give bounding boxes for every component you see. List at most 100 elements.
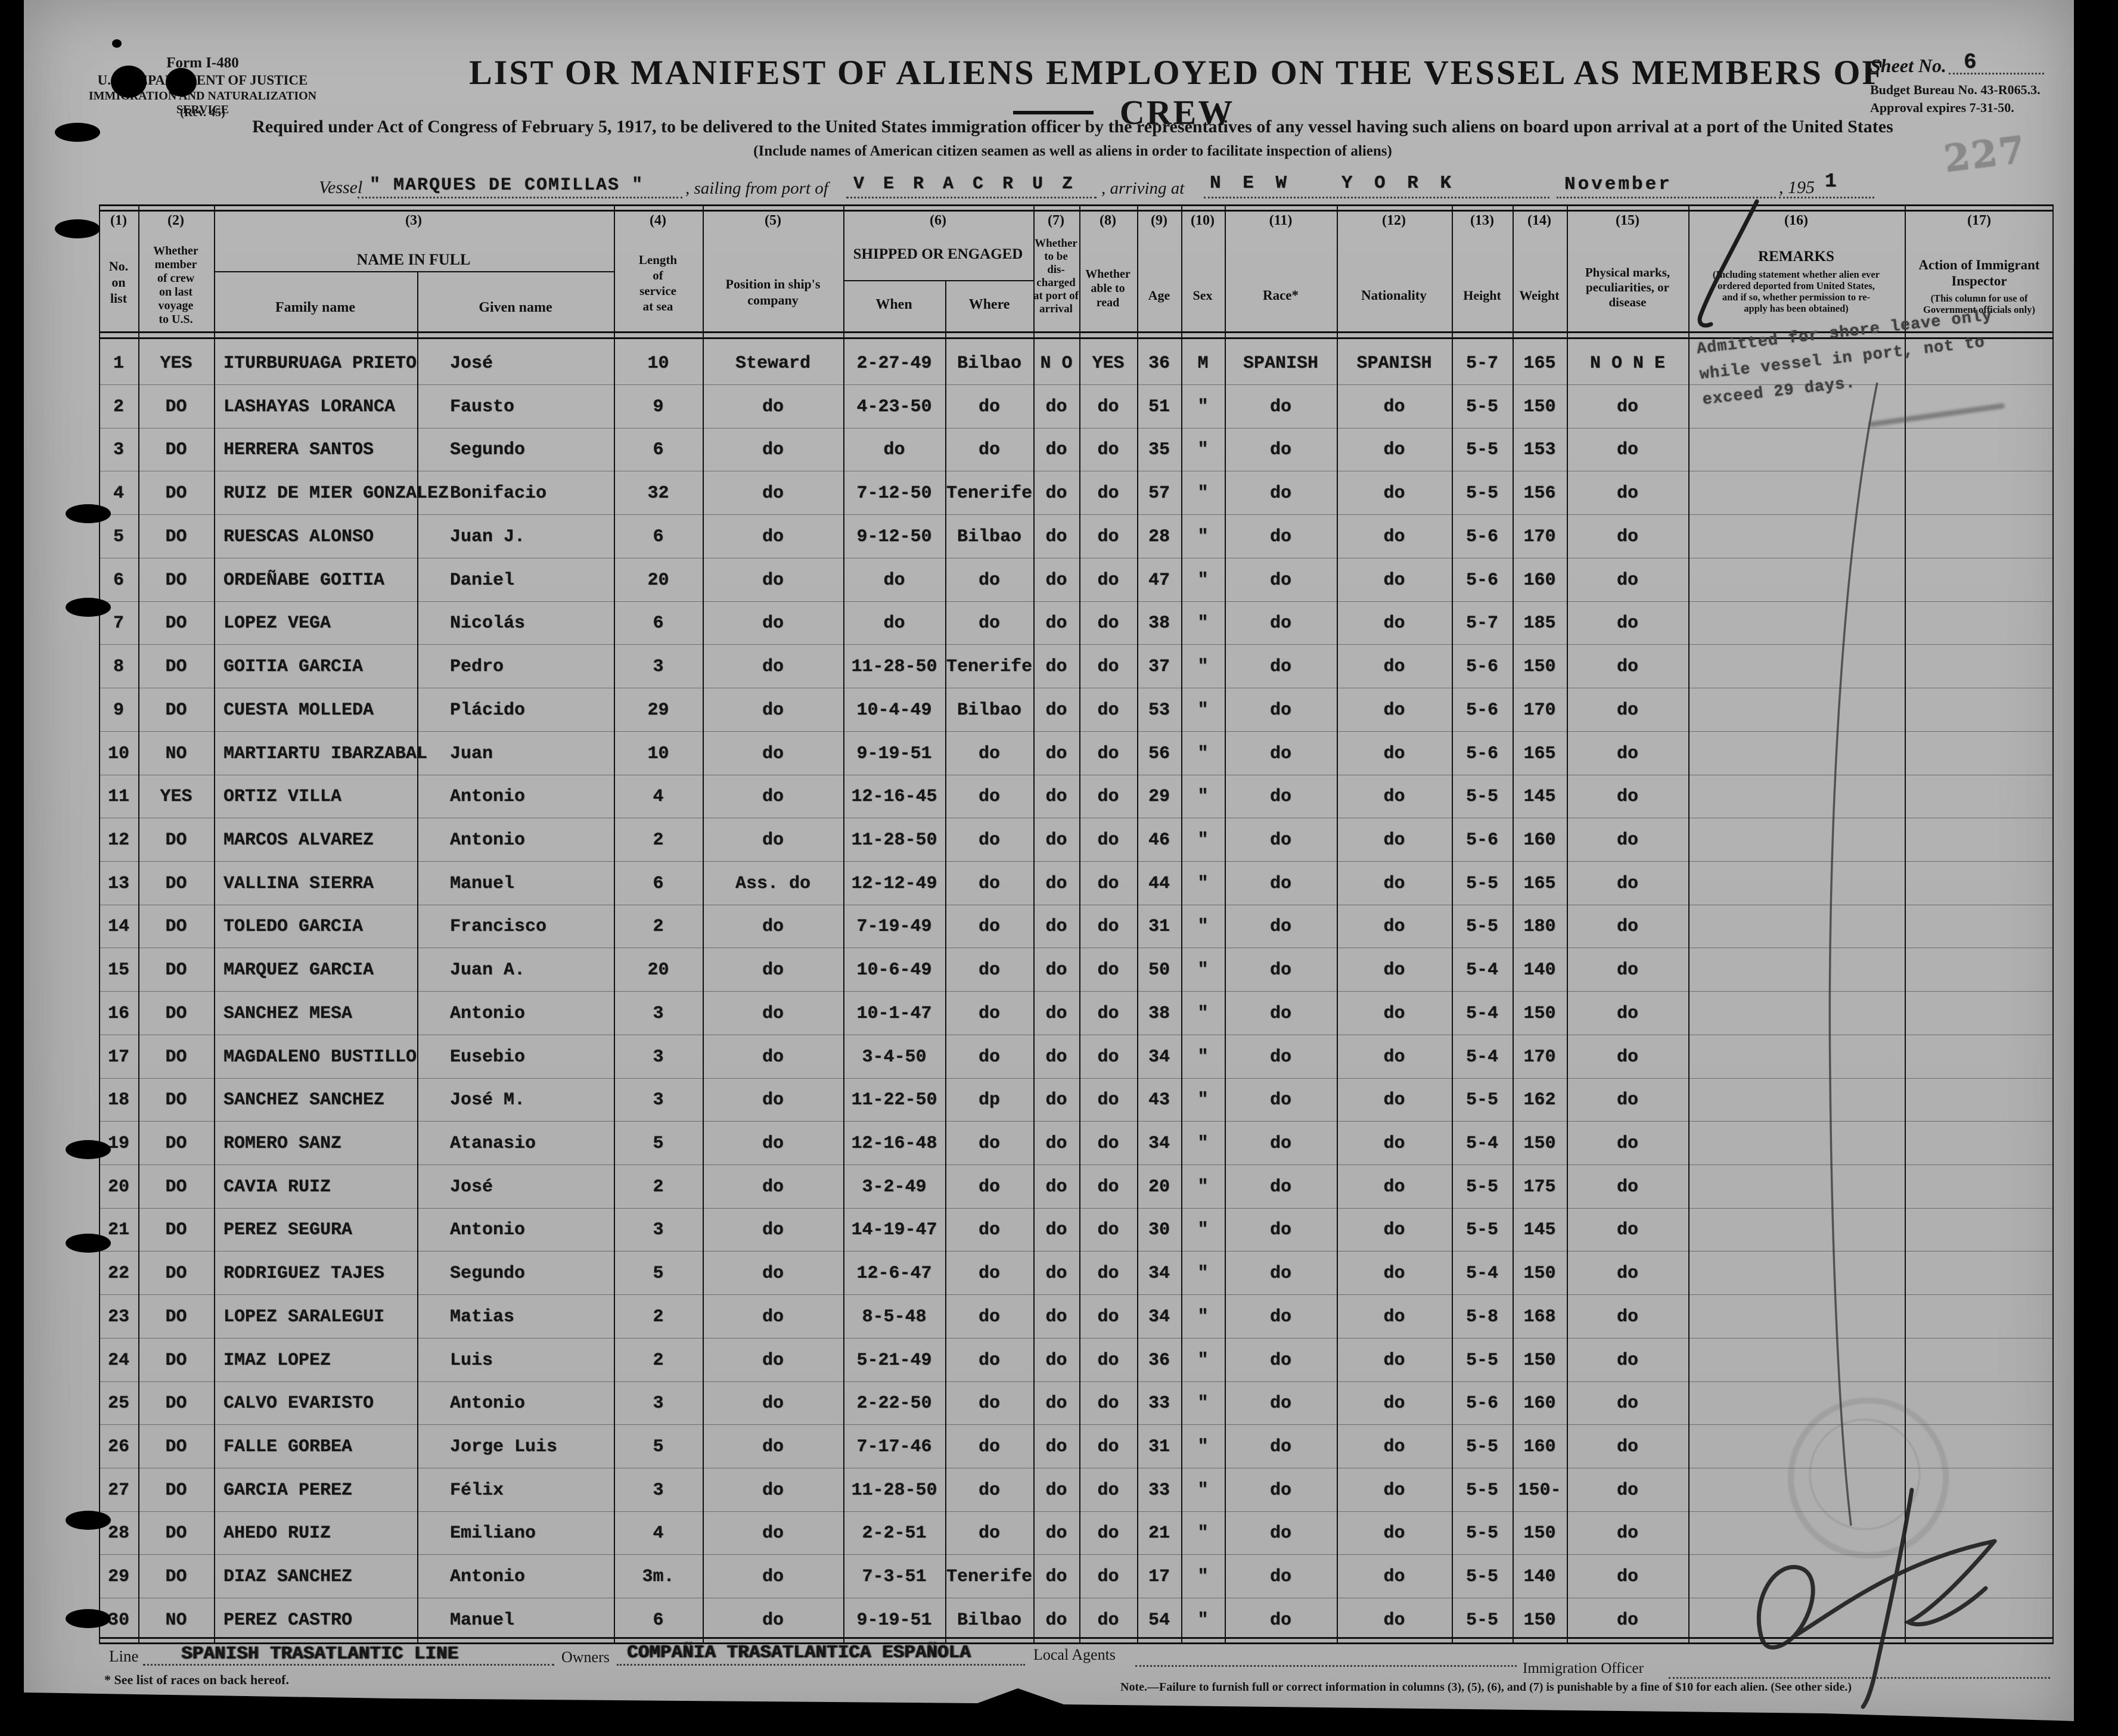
cell-member: YES xyxy=(160,353,192,374)
cell-marks: do xyxy=(1616,1046,1638,1067)
cell-where: do xyxy=(978,1350,1000,1371)
col-header-shipped: SHIPPED OR ENGAGED xyxy=(853,246,1023,262)
row-separator xyxy=(99,384,2054,385)
cell-family-name: PEREZ CASTRO xyxy=(223,1610,353,1631)
cell-nationality: SPANISH xyxy=(1356,353,1432,374)
cell-race: SPANISH xyxy=(1243,353,1319,374)
col-header-name-in-full: NAME IN FULL xyxy=(356,251,471,268)
cell-weight: 150 xyxy=(1523,1610,1556,1631)
cell-discharged: do xyxy=(1045,960,1067,981)
sheet-no-rule xyxy=(1949,73,2044,74)
cell-where: Tenerife xyxy=(946,1567,1033,1588)
cell-age: 34 xyxy=(1148,1133,1170,1154)
cell-sex: " xyxy=(1197,1437,1209,1457)
cell-given-name: Antonio xyxy=(450,787,526,808)
cell-member: DO xyxy=(165,700,187,721)
cell-sex: " xyxy=(1197,396,1209,417)
cell-discharged: do xyxy=(1045,1393,1067,1414)
cell-read: do xyxy=(1097,1350,1119,1371)
cell-discharged: do xyxy=(1045,1046,1067,1067)
cell-given-name: Luis xyxy=(450,1350,493,1371)
cell-sex: " xyxy=(1197,1003,1209,1024)
cell-position: do xyxy=(762,1263,784,1284)
cell-height: 5-5 xyxy=(1465,787,1498,808)
cell-age: 31 xyxy=(1148,917,1170,937)
cell-discharged: do xyxy=(1045,1610,1067,1631)
cell-when: 12-16-48 xyxy=(851,1133,937,1154)
cell-given-name: José M. xyxy=(450,1090,526,1111)
cell-member: DO xyxy=(165,917,187,937)
cell-when: 9-12-50 xyxy=(856,526,932,547)
cell-height: 5-6 xyxy=(1465,657,1498,677)
col-header-race: Race* xyxy=(1262,288,1299,303)
col-header-position: Position in ship's company xyxy=(725,277,821,308)
cell-where: do xyxy=(978,830,1000,850)
cell-number: 10 xyxy=(107,743,129,764)
cell-member: DO xyxy=(165,960,187,981)
column-number: (5) xyxy=(765,213,781,228)
cell-family-name: ITURBURUAGA PRIETO xyxy=(223,353,417,374)
cell-weight: 150 xyxy=(1523,1133,1556,1154)
cell-nationality: do xyxy=(1383,873,1405,894)
cell-member: YES xyxy=(160,787,192,808)
cell-family-name: ORDEÑABE GOITIA xyxy=(223,570,385,591)
column-number: (16) xyxy=(1784,213,1808,228)
cell-number: 16 xyxy=(107,1003,129,1024)
cell-service: 3 xyxy=(653,1090,664,1111)
cell-race: do xyxy=(1269,483,1291,504)
punch-hole xyxy=(66,1140,111,1159)
cell-given-name: Juan xyxy=(450,743,493,764)
cell-when: 12-12-49 xyxy=(851,873,937,894)
cell-number: 14 xyxy=(107,917,129,937)
sailing-rule xyxy=(846,197,1097,198)
cell-weight: 150 xyxy=(1523,396,1556,417)
cell-height: 5-6 xyxy=(1465,830,1498,850)
cell-height: 5-5 xyxy=(1465,1523,1498,1544)
cell-number: 13 xyxy=(107,873,129,894)
cell-discharged: do xyxy=(1045,396,1067,417)
cell-nationality: do xyxy=(1383,917,1405,937)
cell-when: 3-2-49 xyxy=(862,1176,927,1197)
cell-where: do xyxy=(978,1306,1000,1327)
cell-position: do xyxy=(762,1610,784,1631)
cell-nationality: do xyxy=(1383,613,1405,634)
cell-read: do xyxy=(1097,787,1119,808)
cell-family-name: LOPEZ VEGA xyxy=(223,613,331,634)
col-header-age: Age xyxy=(1148,288,1170,303)
cell-where: do xyxy=(978,1393,1000,1414)
cell-age: 36 xyxy=(1148,353,1170,374)
cell-family-name: IMAZ LOPEZ xyxy=(223,1350,331,1371)
table-horizontal-rule xyxy=(99,337,2054,339)
cell-when: 2-22-50 xyxy=(856,1393,932,1414)
punch-hole xyxy=(66,1234,111,1253)
line-label: Line xyxy=(109,1647,139,1665)
cell-when: 11-22-50 xyxy=(851,1090,937,1111)
local-agents-rule xyxy=(1135,1665,1517,1667)
owners-value: COMPAÑIA TRASATLANTICA ESPAÑOLA xyxy=(627,1642,971,1663)
cell-where: do xyxy=(978,440,1000,461)
cell-service: 6 xyxy=(653,1610,664,1631)
column-number: (17) xyxy=(1967,213,1991,228)
year-rule xyxy=(1779,197,1874,198)
column-number: (2) xyxy=(167,213,184,228)
cell-weight: 160 xyxy=(1523,1437,1556,1457)
cell-given-name: Daniel xyxy=(450,570,515,591)
cell-discharged: do xyxy=(1045,1176,1067,1197)
cell-when: 10-6-49 xyxy=(856,960,932,981)
row-separator xyxy=(99,1554,2054,1555)
cell-sex: " xyxy=(1197,917,1209,937)
cell-when: 3-4-50 xyxy=(862,1046,927,1067)
cell-marks: do xyxy=(1616,1176,1638,1197)
cell-given-name: Pedro xyxy=(450,657,504,677)
col-header-inspector-sub: (This column for use of Government offic… xyxy=(1923,293,2035,315)
column-number: (4) xyxy=(650,213,666,228)
cell-race: do xyxy=(1269,1176,1291,1197)
cell-marks: do xyxy=(1616,483,1638,504)
punch-hole xyxy=(66,1511,111,1530)
cell-service: 20 xyxy=(647,960,669,981)
cell-family-name: MARQUEZ GARCIA xyxy=(223,960,374,981)
cell-where: do xyxy=(978,1480,1000,1501)
cell-number: 6 xyxy=(113,570,124,591)
cell-read: do xyxy=(1097,657,1119,677)
cell-member: DO xyxy=(165,483,187,504)
